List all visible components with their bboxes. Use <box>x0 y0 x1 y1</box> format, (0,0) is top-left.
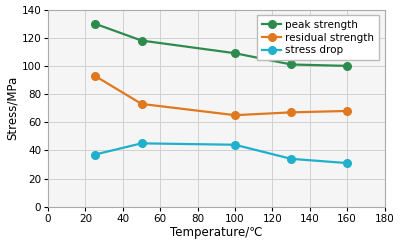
Y-axis label: Stress/MPa: Stress/MPa <box>6 76 18 140</box>
stress drop <box>139 142 144 145</box>
peak strength <box>345 64 350 67</box>
Line: residual strength: residual strength <box>91 72 351 119</box>
residual strength <box>345 110 350 112</box>
stress drop <box>345 162 350 165</box>
stress drop <box>232 143 237 146</box>
peak strength <box>232 52 237 55</box>
residual strength <box>92 74 97 77</box>
peak strength <box>289 63 294 66</box>
peak strength <box>92 22 97 25</box>
residual strength <box>289 111 294 114</box>
peak strength <box>139 39 144 42</box>
Line: peak strength: peak strength <box>91 20 351 70</box>
stress drop <box>92 153 97 156</box>
residual strength <box>139 102 144 105</box>
X-axis label: Temperature/℃: Temperature/℃ <box>170 226 262 239</box>
Line: stress drop: stress drop <box>91 140 351 167</box>
residual strength <box>232 114 237 117</box>
Legend: peak strength, residual strength, stress drop: peak strength, residual strength, stress… <box>257 15 379 60</box>
stress drop <box>289 157 294 160</box>
